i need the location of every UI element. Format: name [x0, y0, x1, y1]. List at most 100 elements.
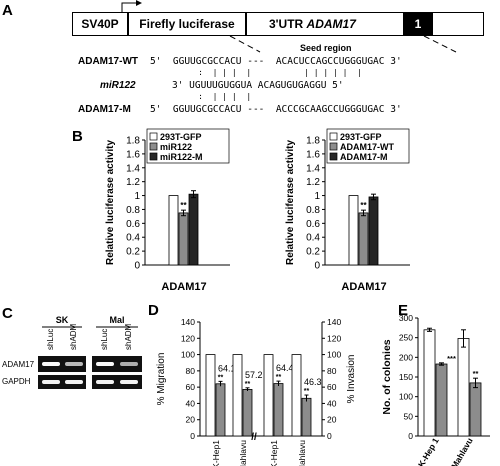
y-axis-label: Relative luciferase activity	[105, 140, 116, 266]
y-tick-label: 0	[134, 261, 140, 272]
y-tick-label: 1	[314, 191, 320, 202]
blot-group-label: Mal	[109, 315, 124, 325]
seq-row: ADAM17-M 5' GGUUGCGCCACU --- ACCCGCAAGCC…	[78, 104, 488, 117]
bar	[291, 354, 302, 437]
seq-row: ADAM17-WT 5' GGUUGCGCCACU --- ACACUCCAGC…	[78, 56, 488, 69]
chart-e: 0 50 100 150 200 250 300 No. of colonies *** SK-H…	[381, 313, 490, 466]
blot-band	[65, 362, 83, 366]
y-tick-label: 0.8	[126, 205, 140, 216]
axis-break: //	[251, 432, 257, 443]
blot-band	[42, 380, 60, 384]
chart-d: 0 0 20 20 40 40 60 60 80 80 100 100 120 120 140 140 % Mi…	[156, 317, 357, 466]
y-tick-label: 100	[399, 392, 413, 402]
y-tick-label: 0.6	[306, 219, 320, 230]
y-tick-label: 300	[399, 313, 413, 323]
legend-swatch	[149, 132, 158, 141]
significance-label: **	[180, 201, 187, 210]
bar	[205, 354, 216, 437]
legend-box	[326, 128, 410, 164]
y-tick-label: 0.2	[126, 247, 140, 258]
blot-group-label: SK	[56, 315, 69, 325]
y-tick-label-left: 0	[190, 431, 195, 441]
y-tick-label-left: 20	[186, 415, 196, 425]
data-label: 64.1	[218, 363, 236, 373]
utr-gene: ADAM17	[306, 17, 356, 31]
x-tick-label: SK-Hep1	[211, 440, 221, 466]
panel-label-e: E	[398, 302, 409, 319]
construct-diagram: SV40P Firefly luciferase 3'UTR ADAM17 1	[72, 12, 484, 38]
reporter-label: Firefly luciferase	[139, 17, 235, 31]
blot-row-label: ADAM17	[2, 360, 35, 369]
bar	[273, 383, 284, 437]
y-tick-label-right: 140	[327, 317, 341, 327]
data-label: 46.3	[304, 377, 322, 387]
legend-swatch	[329, 152, 338, 161]
bar	[423, 329, 436, 437]
bar	[215, 383, 226, 437]
y-tick-label-left: 40	[186, 398, 196, 408]
y-tick-label: 0	[314, 261, 320, 272]
blot-strip	[38, 356, 86, 372]
bar	[358, 212, 369, 266]
pairing-marks: : | | | | | | | | | |	[150, 68, 362, 77]
bar	[301, 397, 312, 437]
legend-label: ADAM17-M	[340, 152, 388, 162]
significance-label: ***	[447, 354, 456, 363]
legend-label: 293T-GFP	[160, 132, 202, 142]
significance-label: **	[245, 381, 251, 388]
seq-text: 5' GGUUGCGCCACU --- ACCCGCAAGCCUGGGUGAC …	[150, 104, 402, 115]
seed-region-label: Seed region	[300, 43, 352, 53]
y-axis-label-right: % Invasion	[346, 355, 357, 404]
bar	[168, 195, 179, 266]
bar	[368, 196, 379, 266]
y-tick-label-right: 0	[327, 431, 332, 441]
blot-strip	[38, 375, 86, 389]
bar	[178, 212, 189, 266]
y-tick-label-right: 20	[327, 415, 337, 425]
zoom-line-left	[229, 35, 261, 53]
blot-row-label: GAPDH	[2, 377, 31, 386]
seq-text: 5' GGUUGCGCCACU --- ACACUCCAGCCUGGGUGAC …	[150, 56, 402, 67]
legend-box	[146, 128, 230, 164]
legend-label: miR122	[160, 142, 192, 152]
blot-lane-label: shADM	[124, 323, 133, 350]
blot-lane-label: shLuc	[46, 329, 55, 350]
y-tick-label-right: 120	[327, 333, 341, 343]
x-tick-label: SK-Hep 1	[413, 436, 441, 466]
y-tick-label: 150	[399, 372, 413, 382]
significance-label: **	[304, 388, 310, 395]
sequence-alignment: ADAM17-WT 5' GGUUGCGCCACU --- ACACUCCAGC…	[78, 56, 488, 117]
y-tick-label: 0.6	[126, 219, 140, 230]
y-tick-label: 0.4	[306, 233, 320, 244]
bar	[263, 354, 274, 437]
y-axis-label-left: % Migration	[156, 353, 167, 406]
transcription-arrowhead	[136, 0, 142, 6]
panel-label-d: D	[148, 302, 159, 319]
y-tick-label: 0.2	[306, 247, 320, 258]
target-site-label: 1	[414, 17, 422, 31]
significance-label: **	[360, 201, 367, 210]
x-axis-label: ADAM17	[161, 281, 206, 293]
legend-swatch	[329, 132, 338, 141]
y-tick-label: 1.6	[306, 149, 320, 160]
bar	[232, 354, 243, 437]
blot-lane-label: shLuc	[100, 329, 109, 350]
y-tick-label: 1.2	[126, 177, 140, 188]
legend-label: miR122-M	[160, 152, 203, 162]
bar	[242, 389, 253, 437]
y-tick-label: 200	[399, 352, 413, 362]
blot-band	[120, 362, 138, 366]
significance-label: **	[218, 374, 224, 381]
blot-band	[96, 362, 114, 366]
y-tick-label: 0.8	[306, 205, 320, 216]
seq-label: miR122	[100, 80, 136, 91]
transcription-start-arrow	[121, 2, 136, 12]
significance-label: **	[473, 369, 479, 378]
bar	[188, 193, 199, 266]
seq-label: ADAM17-M	[78, 104, 131, 115]
promoter-box: SV40P	[72, 12, 128, 36]
legend-swatch	[149, 142, 158, 151]
y-axis-label: No. of colonies	[381, 339, 393, 414]
y-tick-label: 0	[408, 431, 413, 441]
